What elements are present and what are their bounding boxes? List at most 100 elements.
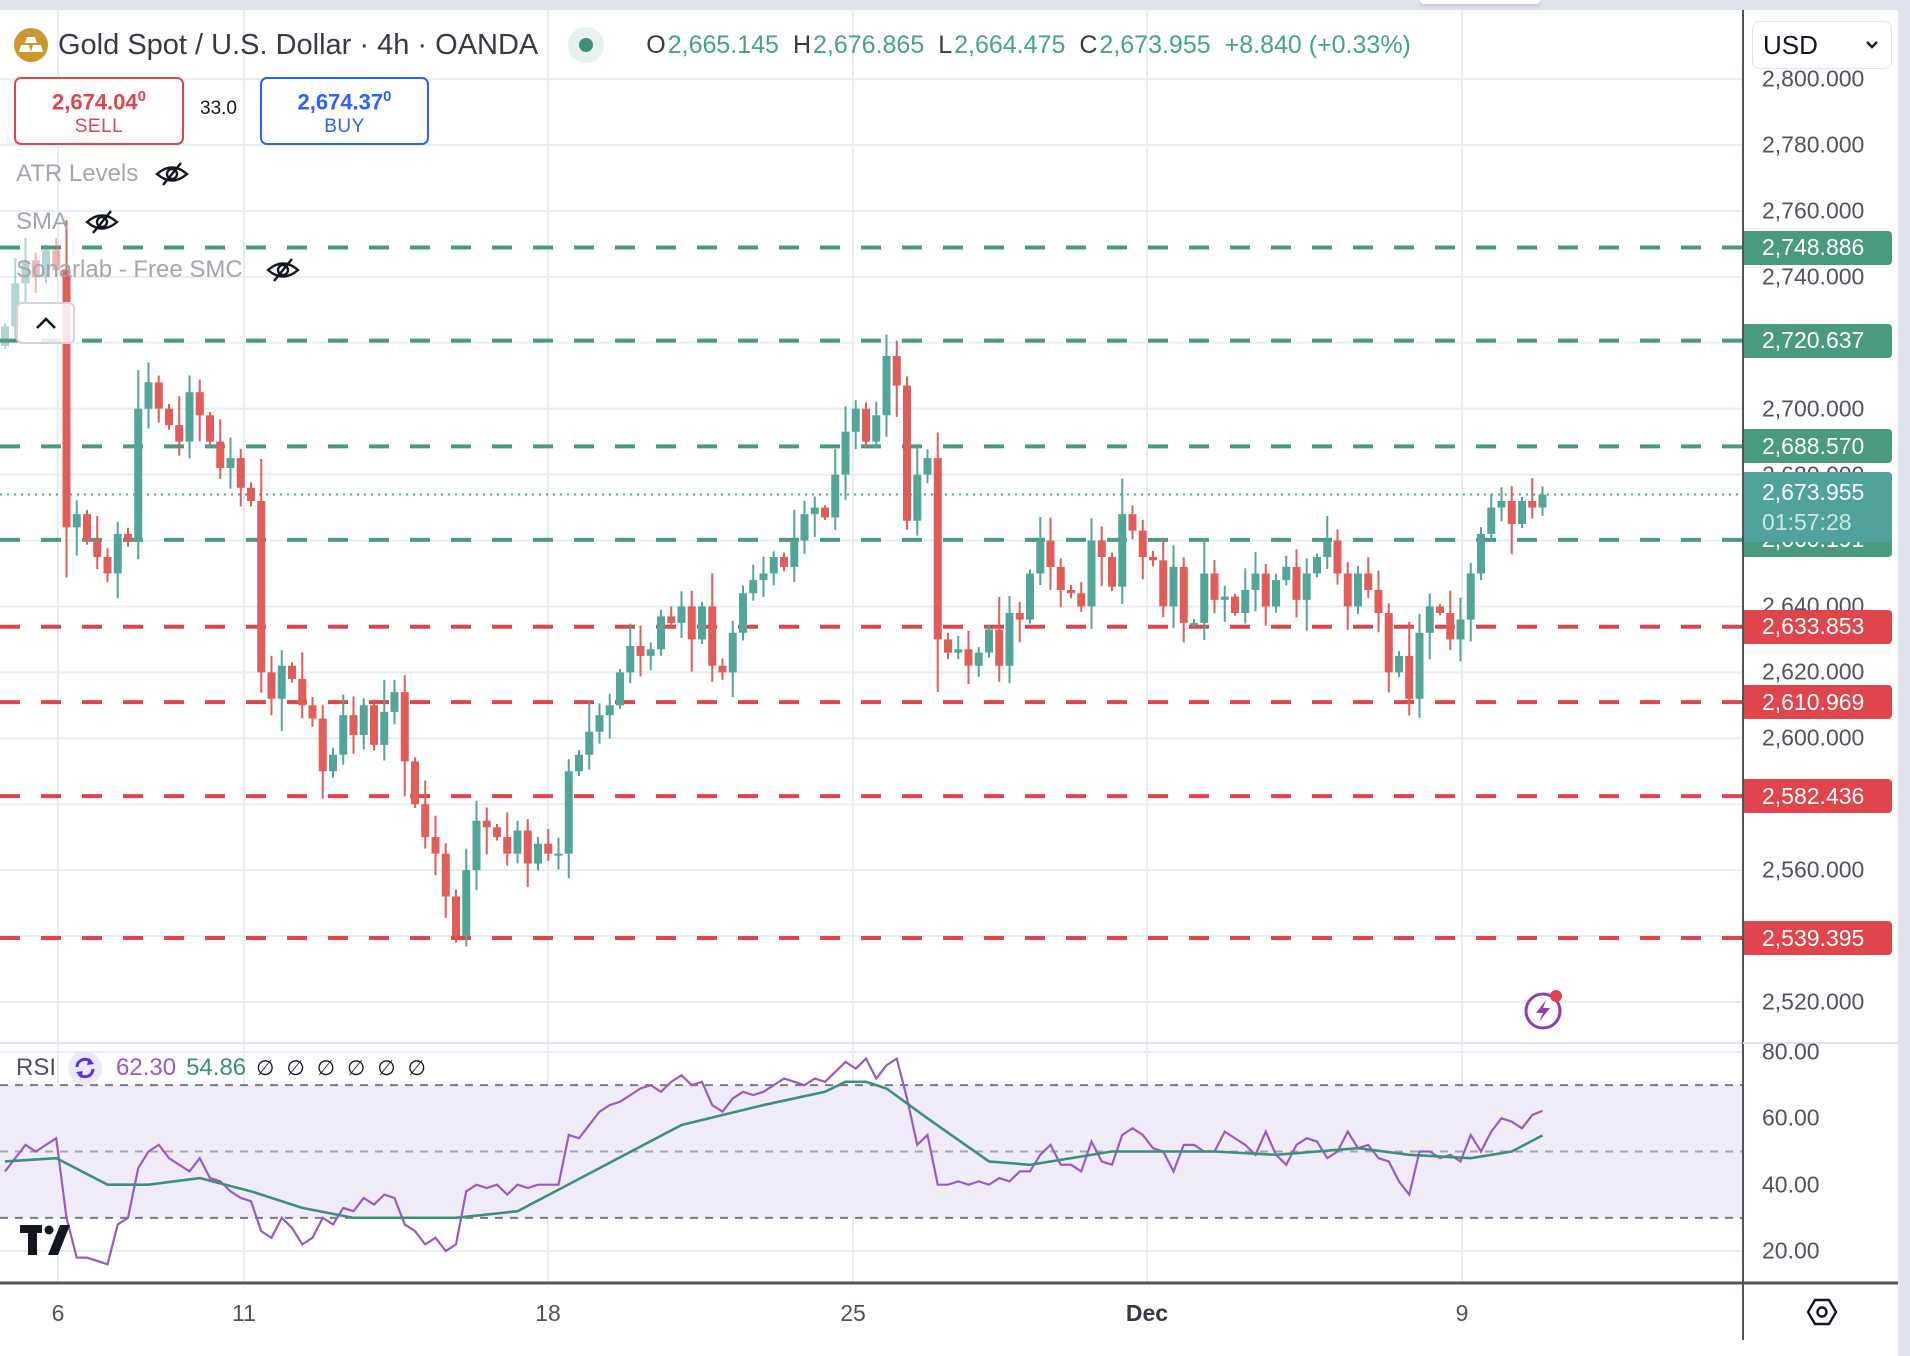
candle[interactable] (851, 400, 860, 450)
candle[interactable] (1220, 585, 1229, 622)
candle[interactable] (749, 564, 758, 601)
candle[interactable] (718, 658, 727, 680)
candle[interactable] (247, 482, 255, 507)
candle[interactable] (431, 815, 440, 876)
sell-button[interactable]: 2,674.040 SELL (14, 77, 184, 145)
candle[interactable] (933, 432, 942, 692)
candle[interactable] (944, 632, 952, 660)
candle[interactable] (1087, 518, 1096, 629)
candle[interactable] (687, 590, 696, 672)
candle[interactable] (493, 823, 501, 841)
candle[interactable] (636, 625, 645, 677)
candle[interactable] (1374, 570, 1383, 633)
candle[interactable] (677, 591, 686, 639)
candle[interactable] (185, 375, 194, 459)
candle[interactable] (1272, 573, 1280, 613)
candle[interactable] (1149, 550, 1157, 567)
candle[interactable] (1302, 558, 1311, 631)
candle[interactable] (810, 496, 819, 537)
candle[interactable] (800, 500, 809, 554)
candle[interactable] (1190, 618, 1198, 627)
candle[interactable] (1436, 604, 1444, 616)
candle[interactable] (595, 703, 604, 744)
candle[interactable] (974, 647, 983, 677)
candle[interactable] (503, 812, 512, 866)
candle[interactable] (298, 652, 307, 719)
candle[interactable] (62, 220, 71, 578)
candle[interactable] (339, 694, 348, 765)
candle[interactable] (554, 837, 563, 870)
candle[interactable] (626, 623, 635, 684)
candle[interactable] (400, 675, 409, 797)
candle[interactable] (1466, 562, 1475, 642)
candle[interactable] (216, 419, 225, 479)
candle[interactable] (1384, 603, 1393, 693)
market-status-indicator[interactable] (568, 27, 605, 63)
candle[interactable] (1415, 613, 1424, 718)
candle[interactable] (175, 396, 184, 456)
candle[interactable] (534, 836, 542, 871)
candle[interactable] (1446, 590, 1455, 651)
candle[interactable] (1026, 569, 1034, 624)
candle[interactable] (1097, 526, 1106, 586)
candle[interactable] (1005, 595, 1014, 683)
candle[interactable] (892, 340, 901, 418)
candle[interactable] (1169, 545, 1178, 629)
candle[interactable] (1456, 597, 1465, 662)
candle[interactable] (667, 606, 676, 628)
candle[interactable] (411, 757, 419, 809)
indicator-sma[interactable]: SMA (16, 208, 120, 236)
candle[interactable] (52, 238, 61, 277)
candle[interactable] (1538, 486, 1547, 516)
candle[interactable] (646, 642, 655, 671)
candle[interactable] (1507, 486, 1516, 555)
candle[interactable] (985, 624, 993, 658)
candle[interactable] (1343, 561, 1352, 631)
candle[interactable] (1477, 527, 1485, 581)
candle[interactable] (841, 406, 850, 500)
candle[interactable] (790, 509, 799, 582)
collapse-indicators-button[interactable] (16, 302, 75, 344)
candle[interactable] (1261, 564, 1270, 626)
candle[interactable] (21, 237, 30, 306)
refresh-icon[interactable] (68, 1051, 103, 1085)
chart-canvas[interactable] (0, 10, 1900, 1340)
candle[interactable] (739, 585, 747, 641)
candle[interactable] (359, 698, 368, 750)
candle[interactable] (903, 376, 911, 530)
candle[interactable] (1118, 478, 1127, 604)
candle[interactable] (380, 679, 389, 761)
candle[interactable] (318, 705, 327, 799)
candle[interactable] (1487, 493, 1496, 541)
candle[interactable] (1179, 557, 1188, 643)
candle[interactable] (441, 843, 450, 918)
candle[interactable] (103, 548, 112, 583)
candle[interactable] (31, 252, 40, 293)
candle[interactable] (329, 748, 337, 778)
candle[interactable] (165, 403, 173, 430)
candle[interactable] (1313, 553, 1321, 578)
candle[interactable] (728, 620, 737, 698)
candle[interactable] (1046, 517, 1055, 590)
candle[interactable] (93, 515, 102, 570)
candle[interactable] (11, 257, 20, 339)
candle[interactable] (1282, 555, 1291, 586)
candle[interactable] (605, 693, 614, 739)
candle[interactable] (257, 458, 266, 693)
rsi-legend[interactable]: RSI 62.30 54.86 ∅ ∅ ∅ ∅ ∅ ∅ (16, 1049, 438, 1087)
candle[interactable] (954, 635, 963, 660)
candle[interactable] (277, 650, 286, 731)
candle[interactable] (769, 551, 778, 586)
candle[interactable] (882, 334, 891, 437)
candle[interactable] (1323, 515, 1332, 570)
candle[interactable] (1159, 538, 1168, 618)
candle[interactable] (206, 412, 214, 445)
candle[interactable] (523, 819, 532, 888)
indicator-atr-levels[interactable]: ATR Levels (16, 160, 190, 188)
candle[interactable] (195, 379, 204, 442)
candle[interactable] (831, 449, 840, 530)
candle[interactable] (1518, 496, 1526, 529)
eye-off-icon[interactable] (84, 209, 120, 235)
candle[interactable] (1292, 549, 1301, 618)
candle[interactable] (780, 552, 788, 572)
